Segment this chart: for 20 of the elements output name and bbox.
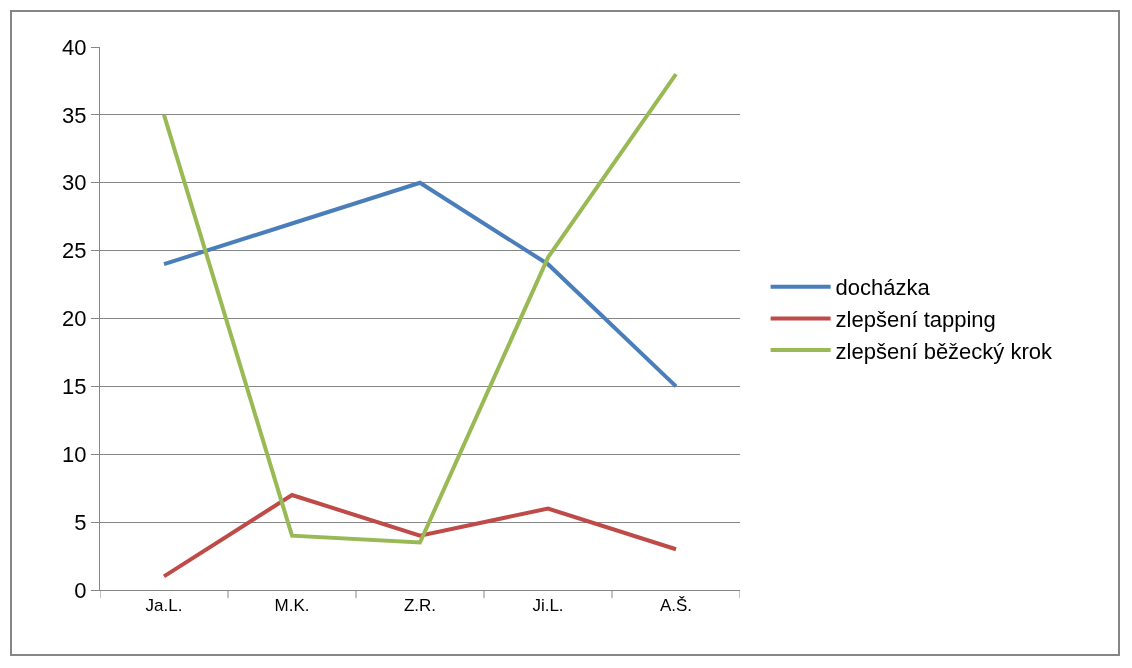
legend-label: docházka (835, 275, 931, 301)
legend-label: zlepšení běžecký krok (835, 338, 1054, 364)
y-tick-label: 0 (74, 577, 87, 603)
y-tick-label: 40 (62, 34, 87, 60)
x-tick-label: Z.R. (403, 596, 437, 616)
x-tick-label: M.K. (274, 596, 310, 616)
x-tick-label: A.Š. (659, 596, 693, 616)
x-tick-label: Ji.L. (532, 596, 564, 616)
y-tick-label: 5 (74, 509, 87, 535)
y-tick-label: 15 (62, 374, 87, 400)
legend-label: zlepšení tapping (835, 306, 996, 332)
x-tick-label: Ja.L. (145, 596, 183, 616)
line-series (162, 180, 678, 389)
y-tick-label: 10 (62, 441, 87, 467)
y-tick-label: 35 (62, 102, 87, 128)
y-tick-label: 20 (62, 306, 87, 332)
y-tick-label: 30 (62, 170, 87, 196)
line-series (162, 72, 678, 545)
y-tick-label: 25 (62, 238, 87, 264)
line-series (162, 492, 678, 579)
